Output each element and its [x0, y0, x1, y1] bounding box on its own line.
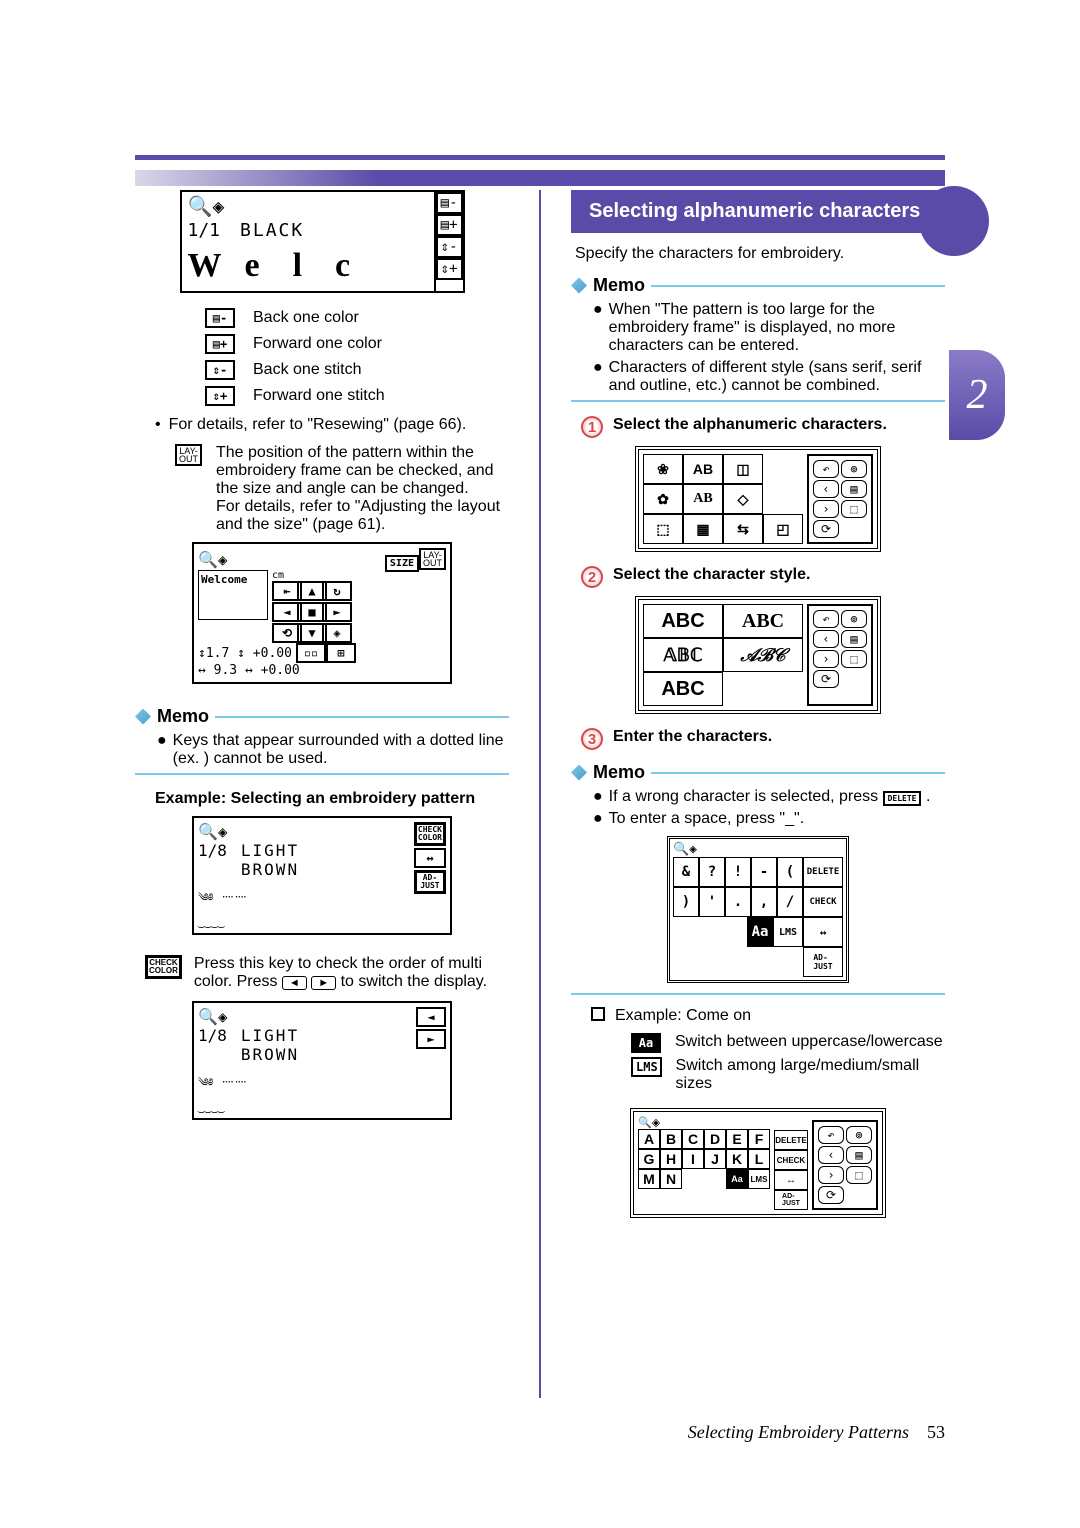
intro-text: Specify the characters for embroidery.: [575, 245, 945, 263]
btn-back-color[interactable]: ▤-: [436, 192, 463, 214]
example-label: Example: Selecting an embroidery pattern: [155, 790, 509, 808]
memo-r2-header: Memo: [571, 762, 945, 783]
lcd-screen-3: 🔍◈ 1/8 LIGHT BROWN ༄༅ ᠁᠁ ‿‿‿‿ CHECK COLO…: [192, 816, 452, 935]
layout-desc-row: LAY- OUT The position of the pattern wit…: [175, 444, 509, 534]
char-l: l: [293, 247, 302, 285]
key-period[interactable]: .: [725, 887, 751, 917]
key-slash[interactable]: /: [777, 887, 803, 917]
style-bold[interactable]: ABC: [643, 672, 723, 706]
lcd-screen-4: 🔍◈ 1/8 LIGHT BROWN ༄༅ ᠁᠁ ‿‿‿‿ ◄ ►: [192, 1001, 452, 1120]
left-column: 🔍◈ 1/1 BLACK W e l c ▤- ▤+: [135, 190, 509, 1398]
detail-ref: •For details, refer to "Resewing" (page …: [155, 416, 509, 434]
top-purple-bar: [135, 155, 945, 160]
content-area: 🔍◈ 1/1 BLACK W e l c ▤- ▤+: [135, 190, 945, 1398]
check-color-desc: CHECK COLOR Press this key to check the …: [145, 955, 509, 991]
icon-back-color: ▤-: [205, 308, 235, 328]
style-script[interactable]: 𝒜ℬ𝒞: [723, 638, 803, 672]
desc-fwd-color: ▤+ Forward one color: [205, 334, 509, 354]
memo-r1-header: Memo: [571, 275, 945, 296]
screen1-counter: 1/1: [188, 220, 221, 241]
gradient-bar: [135, 170, 945, 186]
layout-icon: LAY- OUT: [175, 444, 202, 466]
example-come-on: Example: Come on: [591, 1007, 945, 1025]
style-sans[interactable]: ABC: [643, 604, 723, 638]
step-2: 2 Select the character style.: [581, 566, 945, 588]
section-heading: Selecting alphanumeric characters: [571, 190, 945, 233]
step-1: 1 Select the alphanumeric characters.: [581, 416, 945, 438]
lcd-char-entry: 🔍◈ & ? ! - ( ) ' . , /: [667, 836, 849, 983]
desc-back-stitch: ⇕- Back one stitch: [205, 360, 509, 380]
key-rparen[interactable]: ): [673, 887, 699, 917]
char-c: c: [335, 247, 350, 285]
icon-back-stitch: ⇕-: [205, 360, 235, 380]
lcd-abc-screen: 🔍◈ A B C D E F G H I J K L M: [630, 1108, 886, 1218]
icon-fwd-stitch: ⇕+: [205, 386, 235, 406]
icon-fwd-color: ▤+: [205, 334, 235, 354]
adjust-btn[interactable]: AD- JUST: [414, 870, 446, 894]
char-e: e: [245, 247, 260, 285]
screen1-color: BLACK: [240, 220, 304, 241]
right-column: Selecting alphanumeric characters 2 Spec…: [571, 190, 945, 1398]
memo-r2-body: ● If a wrong character is selected, pres…: [593, 788, 945, 828]
key-size[interactable]: LMS: [773, 917, 803, 947]
prev-btn[interactable]: ◄: [416, 1007, 446, 1027]
lcd-step2: ABC ABC 𝔸𝔹ℂ 𝒜ℬ𝒞 ABC ↶⊚ ‹▤ ›⬚ ⟳: [635, 596, 881, 714]
btn-fwd-stitch[interactable]: ⇕+: [436, 258, 463, 280]
key-comma[interactable]: ,: [751, 887, 777, 917]
step-3: 3 Enter the characters.: [581, 728, 945, 750]
style-serif[interactable]: ABC: [723, 604, 803, 638]
memo-r1-body: ●When "The pattern is too large for the …: [593, 301, 945, 395]
char-w: W: [188, 247, 222, 285]
key-case[interactable]: Aa: [747, 917, 773, 947]
chapter-tab: 2: [949, 350, 1005, 440]
key-check[interactable]: CHECK: [803, 887, 843, 917]
arrows-btn[interactable]: ↔: [414, 848, 446, 868]
switch-case-desc: Aa Switch between uppercase/lowercase: [631, 1033, 945, 1053]
column-divider: [539, 190, 541, 1398]
key-amp[interactable]: &: [673, 857, 699, 887]
key-dash[interactable]: -: [751, 857, 777, 887]
lcd-step1: ❀AB◫ ✿AB◇ ⬚▦⇆◰ ↶⊚ ‹▤ ›⬚ ⟳: [635, 446, 881, 552]
key-delete[interactable]: DELETE: [803, 857, 843, 887]
key-q[interactable]: ?: [699, 857, 725, 887]
check-color-btn[interactable]: CHECK COLOR: [414, 822, 446, 846]
switch-size-desc: LMS Switch among large/medium/small size…: [631, 1057, 945, 1093]
memo-icon: [135, 709, 151, 725]
key-adjust[interactable]: AD- JUST: [803, 947, 843, 977]
key-lparen[interactable]: (: [777, 857, 803, 887]
memo1-body: ●Keys that appear surrounded with a dott…: [157, 732, 509, 768]
desc-back-color: ▤- Back one color: [205, 308, 509, 328]
btn-back-stitch[interactable]: ⇕-: [436, 236, 463, 258]
style-outline[interactable]: 𝔸𝔹ℂ: [643, 638, 723, 672]
btn-fwd-color[interactable]: ▤+: [436, 214, 463, 236]
next-btn[interactable]: ►: [416, 1029, 446, 1049]
key-apos[interactable]: ': [699, 887, 725, 917]
lcd-screen-1: 🔍◈ 1/1 BLACK W e l c ▤- ▤+: [180, 190, 465, 293]
key-excl[interactable]: !: [725, 857, 751, 887]
memo1-header: Memo: [135, 706, 509, 727]
lcd-screen-2: 🔍◈ SIZELAY- OUT Welcome cm ⇤▲↻ ◄■► ⟲▼◈: [192, 542, 452, 684]
footer: Selecting Embroidery Patterns 53: [688, 1422, 945, 1443]
desc-fwd-stitch: ⇕+ Forward one stitch: [205, 386, 509, 406]
